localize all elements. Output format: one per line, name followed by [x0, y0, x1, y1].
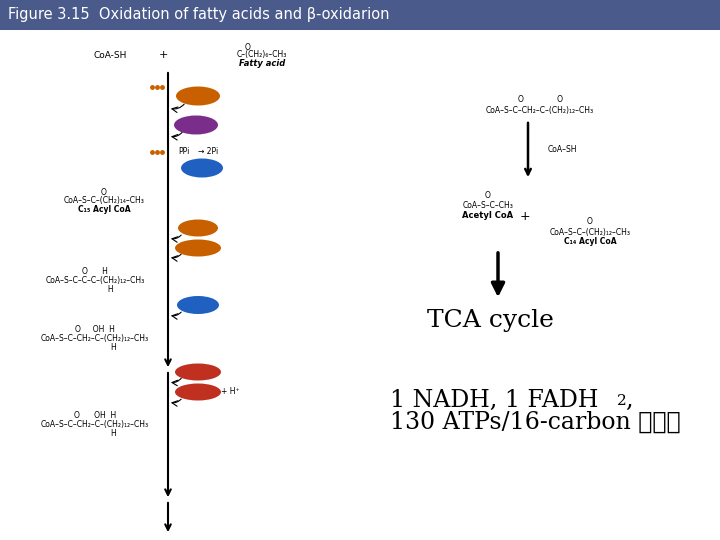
Text: O              O: O O: [518, 96, 562, 105]
Text: O: O: [245, 43, 251, 51]
Ellipse shape: [177, 296, 219, 314]
Text: CoA-SH: CoA-SH: [94, 51, 127, 59]
Ellipse shape: [175, 240, 221, 256]
Text: O: O: [587, 218, 593, 226]
Text: Figure 3.15  Oxidation of fatty acids and β-oxidarion: Figure 3.15 Oxidation of fatty acids and…: [8, 8, 390, 23]
Text: FAD: FAD: [188, 224, 208, 233]
Text: Fatty acid: Fatty acid: [239, 58, 285, 68]
Text: O: O: [485, 192, 491, 200]
Text: O     OH  H: O OH H: [75, 326, 115, 334]
Ellipse shape: [181, 159, 223, 178]
Text: +: +: [520, 210, 531, 222]
Text: Acetyl CoA: Acetyl CoA: [462, 212, 513, 220]
Text: ATP: ATP: [189, 91, 207, 100]
Text: C₁₄ Acyl CoA: C₁₄ Acyl CoA: [564, 238, 616, 246]
Ellipse shape: [174, 116, 218, 134]
Text: FADH₂: FADH₂: [182, 244, 214, 253]
Ellipse shape: [175, 383, 221, 401]
Text: +: +: [158, 50, 168, 60]
Text: H: H: [73, 429, 117, 437]
Ellipse shape: [176, 86, 220, 105]
Text: NAD⁺: NAD⁺: [184, 368, 212, 376]
Text: CoA–SH: CoA–SH: [548, 145, 577, 154]
Text: CoA–S–C–CH₂–C–(CH₂)₁₂–CH₃: CoA–S–C–CH₂–C–(CH₂)₁₂–CH₃: [486, 105, 594, 114]
Text: CoA–S–C–CH₂–C–(CH₂)₁₂–CH₃: CoA–S–C–CH₂–C–(CH₂)₁₂–CH₃: [41, 420, 149, 429]
Text: H: H: [73, 343, 117, 353]
Text: C–(CH₂)₆–CH₃: C–(CH₂)₆–CH₃: [237, 50, 287, 58]
Text: → 2Pi: → 2Pi: [198, 147, 218, 157]
Text: CoA–S–C–(CH₂)₁₄–CH₃: CoA–S–C–(CH₂)₁₄–CH₃: [63, 197, 145, 206]
Text: PPi: PPi: [178, 147, 189, 157]
Ellipse shape: [178, 219, 218, 237]
Text: CoA–S–C–(CH₂)₁₂–CH₃: CoA–S–C–(CH₂)₁₂–CH₃: [549, 227, 631, 237]
Text: 1 NADH, 1 FADH: 1 NADH, 1 FADH: [390, 388, 598, 411]
Text: CoA–S–C–CH₂–C–(CH₂)₁₂–CH₃: CoA–S–C–CH₂–C–(CH₂)₁₂–CH₃: [41, 334, 149, 343]
Text: O: O: [101, 187, 107, 197]
Text: 2: 2: [617, 394, 626, 408]
Text: 130 ATPs/16-carbon 지방산: 130 ATPs/16-carbon 지방산: [390, 410, 680, 434]
Text: O      OH  H: O OH H: [74, 410, 116, 420]
Text: CoA–S–C–CH₃: CoA–S–C–CH₃: [462, 201, 513, 211]
Ellipse shape: [175, 363, 221, 381]
Text: AMP: AMP: [185, 120, 207, 130]
Text: NADH: NADH: [183, 388, 213, 396]
Text: + H⁺: + H⁺: [221, 388, 239, 396]
Text: H₂O: H₂O: [188, 300, 208, 310]
Text: TCA cycle: TCA cycle: [426, 308, 554, 332]
FancyBboxPatch shape: [0, 0, 720, 30]
Text: C₁₅ Acyl CoA: C₁₅ Acyl CoA: [78, 206, 130, 214]
Text: CoA–S–C–C–C–(CH₂)₁₂–CH₃: CoA–S–C–C–C–(CH₂)₁₂–CH₃: [45, 276, 145, 286]
Text: O      H: O H: [82, 267, 108, 276]
Text: ,: ,: [625, 388, 633, 411]
Text: H: H: [77, 286, 113, 294]
Text: H₂O: H₂O: [192, 163, 212, 173]
